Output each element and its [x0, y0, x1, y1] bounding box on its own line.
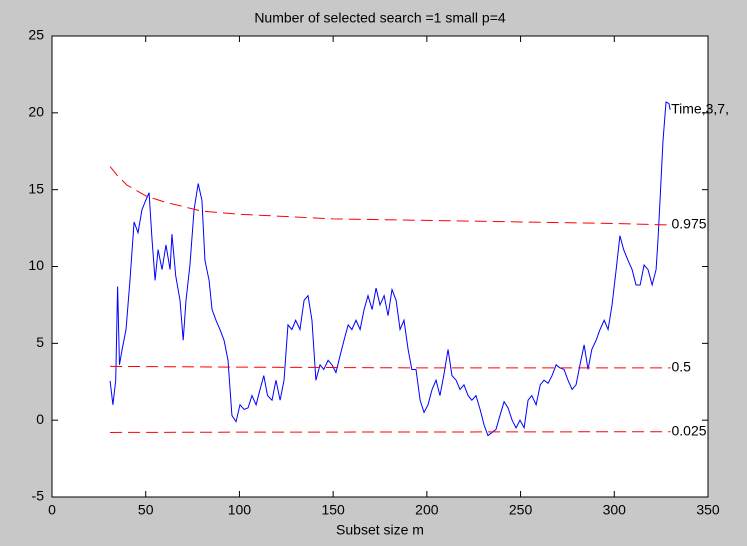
x-axis-label: Subset size m — [336, 522, 424, 538]
y-tick-label: 0 — [36, 411, 44, 427]
x-tick-label: 300 — [603, 502, 627, 518]
y-tick-label: 15 — [28, 180, 44, 196]
series-label: 0.025 — [672, 422, 707, 438]
series-line — [109, 101, 671, 437]
series-label: 0.975 — [672, 216, 707, 232]
x-tick-label: 250 — [509, 502, 533, 518]
y-tick-label: 5 — [36, 334, 44, 350]
series-label: 0.5 — [672, 359, 692, 375]
y-tick-label: -5 — [32, 488, 45, 504]
series-line — [109, 166, 671, 226]
y-tick-label: 10 — [28, 257, 44, 273]
x-tick-label: 150 — [321, 502, 345, 518]
x-tick-label: 50 — [138, 502, 154, 518]
plot-area — [51, 35, 709, 498]
x-tick-label: 200 — [415, 502, 439, 518]
series-label: Time,3,7, — [671, 100, 729, 116]
series-line — [110, 365, 671, 369]
x-tick-label: 0 — [48, 502, 56, 518]
x-tick-label: 100 — [228, 502, 252, 518]
y-tick-label: 20 — [28, 104, 44, 120]
y-tick-label: 25 — [28, 27, 44, 43]
x-tick-label: 350 — [696, 502, 720, 518]
chart-title: Number of selected search =1 small p=4 — [254, 10, 506, 26]
series-line — [110, 431, 671, 433]
